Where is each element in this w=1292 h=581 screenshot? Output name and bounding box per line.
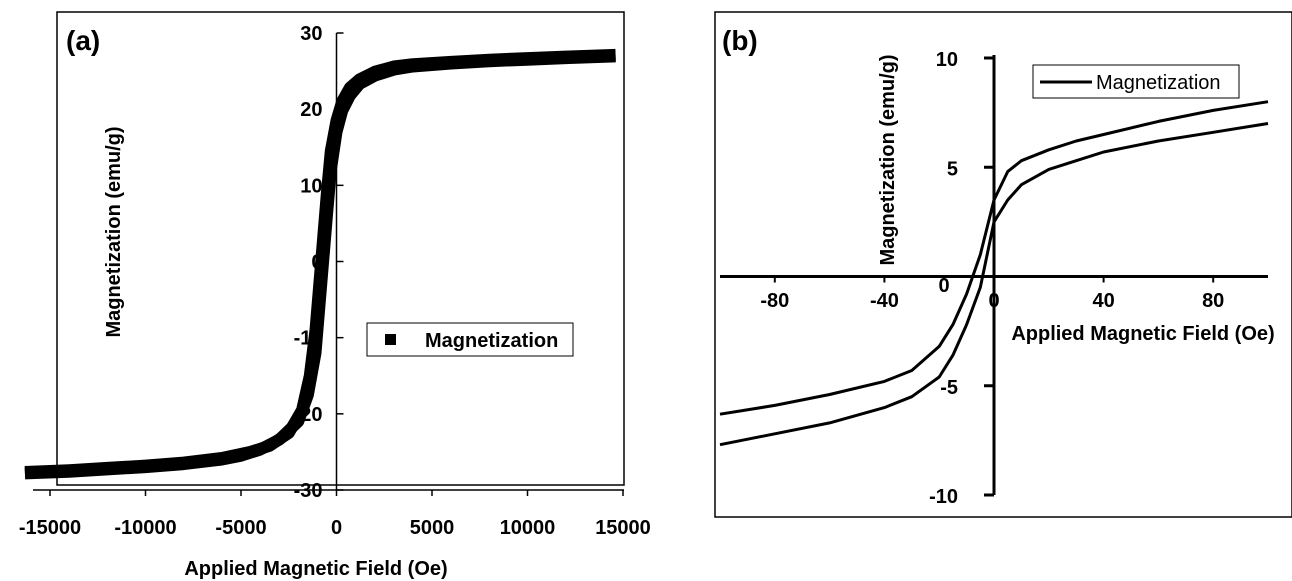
panel-b-y-tick-label: 5 xyxy=(947,158,958,180)
panel-a-legend: Magnetization xyxy=(366,322,574,357)
panel-b-legend-label: Magnetization xyxy=(1096,72,1221,94)
panel-a-y-axis-label: Magnetization (emu/g) xyxy=(103,126,125,337)
panel-a-x-tick-label: 15000 xyxy=(595,517,651,539)
panel-a-legend-marker xyxy=(385,334,396,345)
panel-b-x-axis-label: Applied Magnetic Field (Oe) xyxy=(1011,323,1274,345)
panel-b-y-axis-label: Magnetization (emu/g) xyxy=(877,54,899,265)
panel-b-x-tick-label: 40 xyxy=(1092,290,1114,312)
panel-a-tick-labels: 30 20 10 0 -10 -20 -30 -15000 -10000 -5000 0 5000 10… xyxy=(19,23,651,539)
panel-b-legend: Magnetization xyxy=(1032,64,1240,99)
panel-a-y-tick-label: 20 xyxy=(300,99,322,121)
panel-a-label: (a) xyxy=(66,25,100,56)
panel-a-x-tick-label: -10000 xyxy=(114,517,176,539)
panel-a-legend-box xyxy=(366,322,574,357)
panel-b-y-tick-label: -5 xyxy=(940,377,958,399)
panel-a-y-tick-label: 30 xyxy=(300,23,322,45)
panel-a-x-axis-label: Applied Magnetic Field (Oe) xyxy=(184,558,447,580)
panel-b-x-tick-label: 0 xyxy=(988,290,999,312)
panel-a-y-tick-label: 10 xyxy=(300,175,322,197)
panel-b-origin-label: 0 xyxy=(938,275,949,297)
panel-a-frame xyxy=(56,11,625,486)
panel-b-series-upper-branch xyxy=(719,100,1269,416)
panel-a-x-tick-label: -15000 xyxy=(19,517,81,539)
panel-a-x-tick-label: 5000 xyxy=(410,517,455,539)
panel-a-x-tick-label: 0 xyxy=(331,517,342,539)
panel-b: (b) 10 5 -5 -10 -80 -40 0 40 80 0 Applied Magnet… xyxy=(714,11,1292,518)
panel-b-y-tick-label: 10 xyxy=(936,49,958,71)
panel-b-y-tick-label: -10 xyxy=(929,486,958,508)
panel-b-data xyxy=(719,100,1269,447)
panel-a-x-tick-label: -5000 xyxy=(215,517,266,539)
panel-a-y-tick-label: 0 xyxy=(311,252,322,274)
panel-b-axes xyxy=(720,55,1268,497)
panel-b-x-tick-label: 80 xyxy=(1202,290,1224,312)
panel-b-tick-labels: 10 5 -5 -10 -80 -40 0 40 80 xyxy=(760,49,1224,508)
panel-b-series-lower-branch xyxy=(719,122,1269,447)
panel-a-y-tick-label: -20 xyxy=(294,404,323,426)
panel-a-legend-label: Magnetization xyxy=(425,330,558,352)
panel-b-label: (b) xyxy=(722,25,758,56)
panel-a-x-tick-label: 10000 xyxy=(500,517,556,539)
panel-a: (a) 30 20 10 0 -10 -20 -30 -15000 -10000 -5000 0 50… xyxy=(19,11,651,580)
panel-a-y-tick-label: -10 xyxy=(294,328,323,350)
panel-b-x-tick-label: -40 xyxy=(870,290,899,312)
panel-b-frame xyxy=(714,11,1292,518)
panel-a-series-branch-down xyxy=(24,48,616,478)
panel-a-y-tick-label: -30 xyxy=(294,480,323,502)
panel-a-data xyxy=(24,48,616,480)
panel-b-x-tick-label: -80 xyxy=(760,290,789,312)
